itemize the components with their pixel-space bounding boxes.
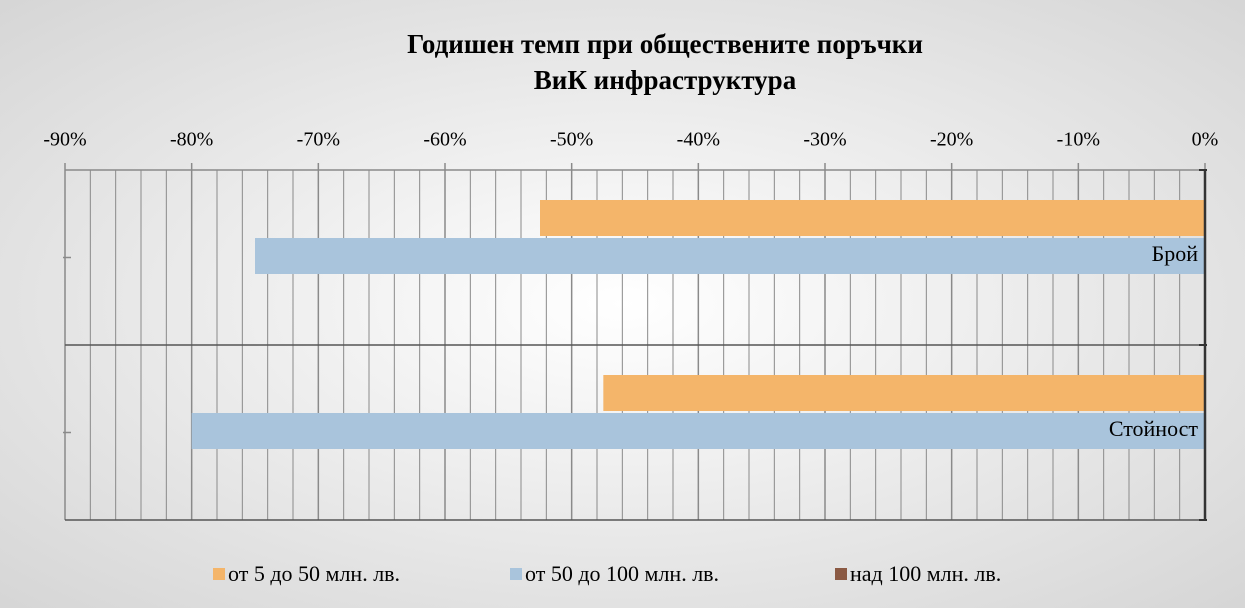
chart-title: Годишен темп при обществените поръчки <box>407 29 923 59</box>
x-tick-label: 0% <box>1192 129 1219 151</box>
chart-title: ВиК инфраструктура <box>534 65 797 95</box>
x-tick-label: -10% <box>1057 129 1100 151</box>
x-tick-label: -30% <box>803 129 846 151</box>
legend-swatch <box>835 568 847 580</box>
category-label: Брой <box>1152 241 1199 266</box>
legend-label: от 5 до 50 млн. лв. <box>228 561 400 586</box>
x-tick-label: -40% <box>677 129 720 151</box>
bar <box>191 413 1205 449</box>
legend-label: от 50 до 100 млн. лв. <box>525 561 719 586</box>
legend-swatch <box>213 568 225 580</box>
x-tick-label: -60% <box>423 129 466 151</box>
x-tick-label: -70% <box>297 129 340 151</box>
category-label: Стойност <box>1109 416 1199 441</box>
bar <box>540 200 1205 236</box>
x-tick-label: -20% <box>930 129 973 151</box>
legend-label: над 100 млн. лв. <box>850 561 1001 586</box>
x-tick-label: -90% <box>43 129 86 151</box>
x-tick-label: -80% <box>170 129 213 151</box>
legend-swatch <box>510 568 522 580</box>
x-tick-label: -50% <box>550 129 593 151</box>
bar <box>255 238 1205 274</box>
bar <box>603 375 1205 411</box>
